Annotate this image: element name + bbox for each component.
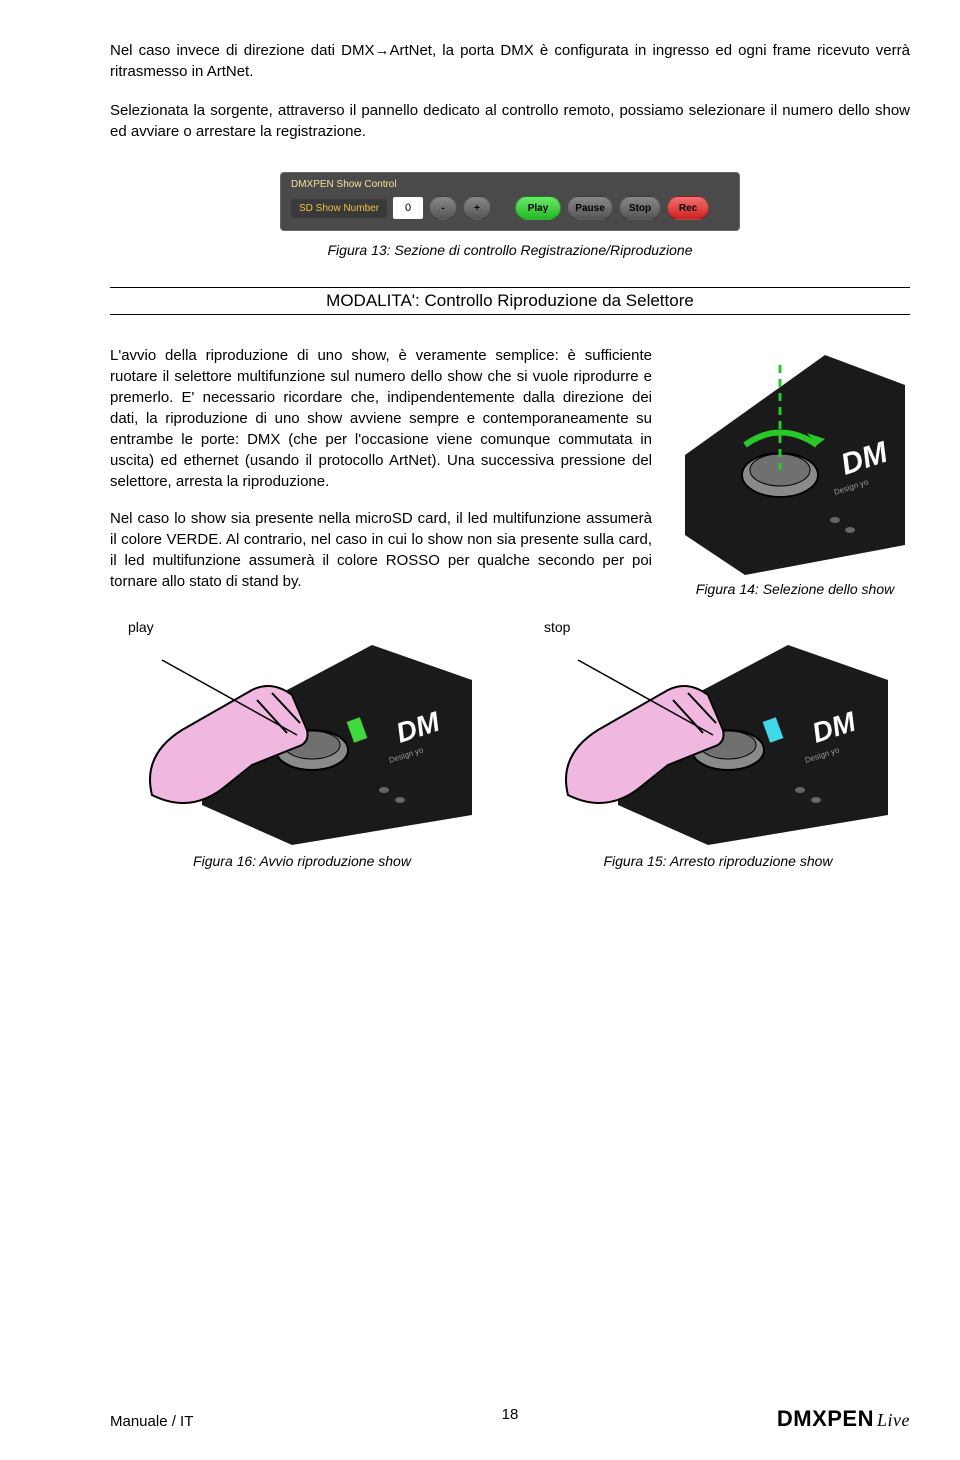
stop-button[interactable]: Stop — [619, 196, 661, 220]
pause-button[interactable]: Pause — [567, 196, 613, 220]
footer-brand-suffix: Live — [877, 1410, 910, 1430]
figure-13-caption: Figura 13: Sezione di controllo Registra… — [110, 241, 910, 259]
section-header-text: MODALITA': Controllo Riproduzione da Sel… — [110, 291, 910, 311]
play-button[interactable]: Play — [515, 196, 561, 220]
footer-manual-label: Manuale / IT — [110, 1413, 193, 1430]
figure-15-caption: Figura 15: Arresto riproduzione show — [603, 853, 832, 869]
rec-button[interactable]: Rec — [667, 196, 709, 220]
panel-title: DMXPEN Show Control — [291, 179, 729, 190]
figure-15-image: DM Design yo — [548, 635, 888, 845]
minus-button[interactable]: - — [429, 196, 457, 220]
sd-show-number-label: SD Show Number — [291, 199, 387, 218]
footer-page-number: 18 — [502, 1406, 519, 1423]
body-paragraph-2: Nel caso lo show sia presente nella micr… — [110, 508, 652, 592]
stop-label: stop — [544, 619, 570, 635]
page-footer: Manuale / IT 18 DMXPENLive — [110, 1406, 910, 1432]
intro-paragraph-2: Selezionata la sorgente, attraverso il p… — [110, 100, 910, 142]
figure-16-caption: Figura 16: Avvio riproduzione show — [193, 853, 411, 869]
show-number-input[interactable]: 0 — [393, 197, 423, 219]
body-paragraph-1: L'avvio della riproduzione di uno show, … — [110, 345, 652, 492]
play-label: play — [128, 619, 154, 635]
figure-14-image: DM Design yo — [685, 345, 905, 575]
figure-16-image: DM Design yo — [132, 635, 472, 845]
plus-button[interactable]: + — [463, 196, 491, 220]
show-control-panel: DMXPEN Show Control SD Show Number 0 - +… — [280, 172, 740, 231]
footer-brand-text: DMXPEN — [777, 1406, 874, 1431]
intro-paragraph-1: Nel caso invece di direzione dati DMX→Ar… — [110, 40, 910, 82]
footer-brand: DMXPENLive — [777, 1406, 910, 1432]
figure-14-caption: Figura 14: Selezione dello show — [696, 581, 894, 597]
section-header: MODALITA': Controllo Riproduzione da Sel… — [110, 287, 910, 315]
